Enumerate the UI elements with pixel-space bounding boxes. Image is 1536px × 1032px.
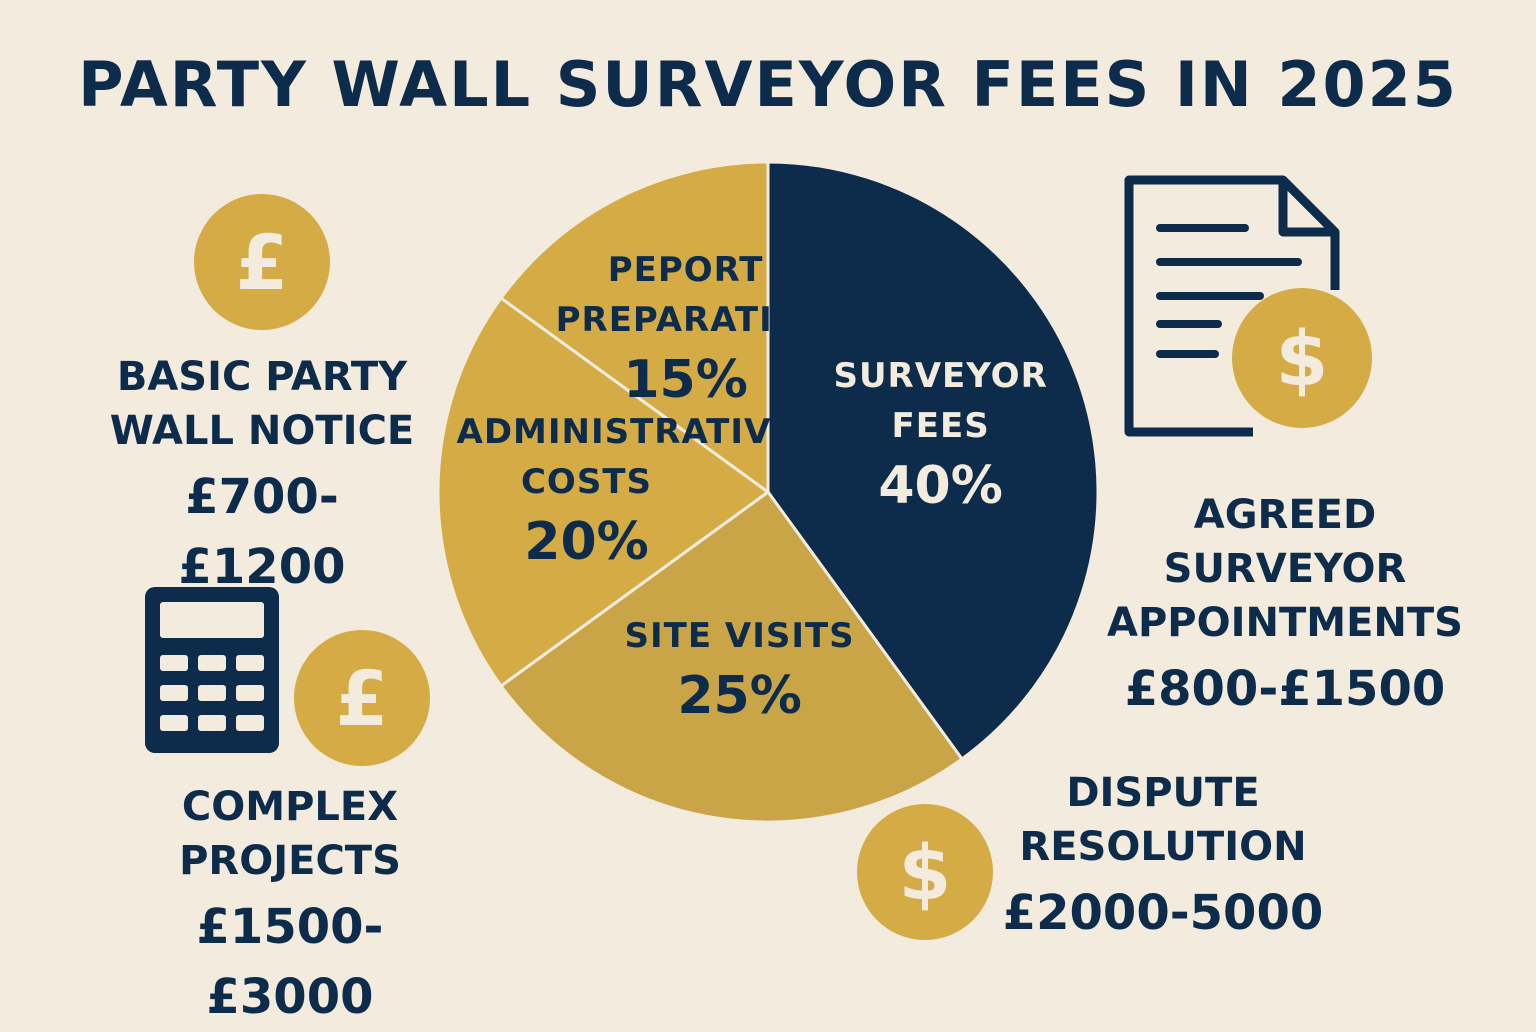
fee-note: AGREED SURVEYOR APPOINTMENTS £800-£1500 [1095,488,1475,724]
coin-icon [1232,288,1372,428]
coin-symbol: £ [236,218,289,307]
calculator-display [160,602,264,638]
fee-note-price: £1500-£3000 [196,899,384,1025]
coin-symbol: £ [336,654,389,743]
document-icon [1124,175,1340,437]
calculator-key [160,655,188,671]
calculator-key [236,685,264,701]
coin-symbol: $ [899,828,952,917]
slice-value: 25% [677,666,802,727]
coin-icon [294,630,430,766]
fee-note-price: £800-£1500 [1124,661,1446,717]
slice-value: 15% [623,350,748,411]
calculator-key [236,655,264,671]
fee-note-title: AGREED SURVEYOR APPOINTMENTS [1107,492,1463,646]
fee-note-price: £700-£1200 [178,469,346,595]
fee-note-title: DISPUTE RESOLUTION [1019,770,1307,870]
calculator-key [160,715,188,731]
slice-name: PEPORT PREPARATION [555,250,833,341]
slice-value: 40% [878,455,1003,516]
calculator-key [160,685,188,701]
calculator-key [198,655,226,671]
fee-note-price: £2000-5000 [1002,885,1324,941]
slice-name: ADMINISTRATIVE COSTS [456,412,796,502]
fee-note: BASIC PARTY WALL NOTICE £700-£1200 [102,350,422,602]
fee-note-title: COMPLEX PROJECTS [179,784,401,884]
slice-name: SITE VISITS [624,616,855,657]
fee-note: COMPLEX PROJECTS £1500-£3000 [160,780,420,1032]
fee-note: DISPUTE RESOLUTION £2000-5000 [998,766,1328,948]
slice-label: ADMINISTRATIVE COSTS 20% [456,407,796,577]
fee-note-title: BASIC PARTY WALL NOTICE [109,354,415,454]
calculator-key [236,715,264,731]
slice-name: SURVEYOR FEES [833,355,1048,446]
slice-label: SITE VISITS 25% [610,611,870,731]
pie-slice [436,295,771,689]
pie-slice [498,489,965,824]
chart-title: PARTY WALL SURVEYOR FEES IN 2025 [78,48,1458,121]
slice-label: PEPORT PREPARATION 15% [555,245,833,415]
coin-icon [194,194,330,330]
slice-label: SURVEYOR FEES 40% [811,351,1071,521]
calculator-key [198,715,226,731]
pie-slice [766,160,1100,762]
slice-value: 20% [524,512,649,572]
calculator-key [198,685,226,701]
coin-icon [857,804,993,940]
pie-slice [498,160,770,495]
coin-symbol: $ [1276,314,1329,403]
